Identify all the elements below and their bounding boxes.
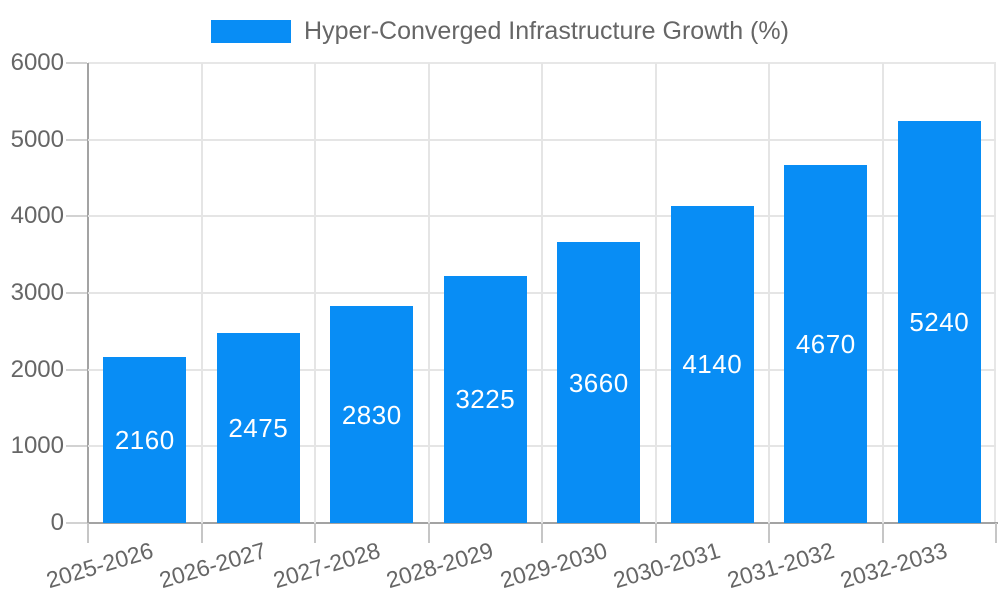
bar-value-label: 4670 <box>795 328 856 359</box>
v-gridline <box>200 63 203 523</box>
bar-value-label: 3660 <box>568 367 629 398</box>
legend-label: Hyper-Converged Infrastructure Growth (%… <box>304 17 789 45</box>
x-axis-tick <box>881 523 884 543</box>
bar-value-label: 2160 <box>114 425 175 456</box>
x-axis-label: 2030-2031 <box>610 537 724 594</box>
bar[interactable]: 3660 <box>557 242 641 523</box>
v-gridline <box>881 63 884 523</box>
bar-value-label: 5240 <box>909 307 970 338</box>
x-axis-tick <box>768 523 770 543</box>
x-axis-tick <box>995 523 997 543</box>
x-axis-tick <box>541 523 543 543</box>
x-axis-tick <box>427 523 430 543</box>
x-axis-label: 2031-2032 <box>723 537 837 594</box>
y-axis-tick <box>66 215 87 218</box>
y-axis-label: 6000 <box>10 49 64 76</box>
x-axis-label: 2026-2027 <box>156 537 270 594</box>
y-axis-label: 2000 <box>10 355 64 383</box>
y-axis-tick <box>66 138 87 141</box>
bar[interactable]: 2475 <box>216 333 300 523</box>
bar-value-label: 4140 <box>682 349 743 380</box>
bar[interactable]: 4670 <box>784 164 868 523</box>
x-axis-label: 2025-2026 <box>42 537 156 594</box>
y-axis-tick <box>66 368 87 371</box>
bar[interactable]: 2830 <box>330 306 414 523</box>
bar-value-label: 2475 <box>228 413 289 444</box>
y-axis-tick <box>66 522 87 524</box>
y-axis-label: 4000 <box>10 202 64 230</box>
x-axis-tick <box>87 523 89 543</box>
v-gridline <box>314 63 316 523</box>
x-axis-label: 2027-2028 <box>269 537 383 594</box>
v-gridline <box>654 63 657 523</box>
x-axis-tick <box>200 523 203 543</box>
y-axis-label: 0 <box>50 509 64 536</box>
x-axis-label: 2028-2029 <box>383 537 497 594</box>
bar[interactable]: 2160 <box>103 357 187 523</box>
y-axis-label: 1000 <box>10 432 64 460</box>
x-axis-tick <box>314 523 316 543</box>
bar[interactable]: 4140 <box>670 205 754 523</box>
bar[interactable]: 3225 <box>443 275 527 523</box>
y-axis-label: 5000 <box>10 125 64 153</box>
v-gridline <box>768 63 770 523</box>
x-axis-label: 2032-2033 <box>837 537 951 594</box>
bar-value-label: 3225 <box>455 384 516 415</box>
legend-item[interactable]: Hyper-Converged Infrastructure Growth (%… <box>211 17 789 45</box>
plot-area[interactable]: 0 1000 2000 3000 4000 5000 6000 2160 2025-2026 24… <box>11 49 998 593</box>
legend-swatch <box>211 19 292 43</box>
bar-value-label: 2830 <box>341 399 402 430</box>
y-axis-tick <box>66 62 87 64</box>
y-axis-label: 3000 <box>10 279 64 306</box>
v-gridline <box>541 63 543 523</box>
y-axis-tick <box>66 445 87 448</box>
legend: Hyper-Converged Infrastructure Growth (%… <box>0 17 1000 45</box>
x-axis-label: 2029-2030 <box>496 537 610 594</box>
bar[interactable]: 5240 <box>897 121 981 523</box>
v-gridline <box>427 63 430 523</box>
y-axis-tick <box>66 292 87 294</box>
x-axis-tick <box>654 523 657 543</box>
